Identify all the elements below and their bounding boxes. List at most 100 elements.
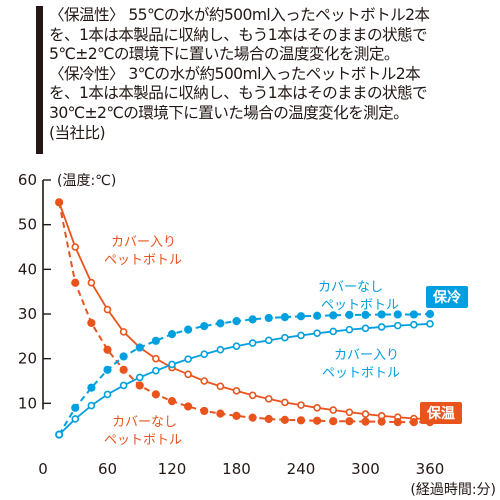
y-axis-title: (温度:℃) — [57, 173, 116, 189]
label-cold-covered-line-1: カバー入り — [334, 348, 399, 363]
data-point — [87, 383, 96, 392]
data-point — [297, 401, 305, 409]
label-cold-uncovered-line-2: ペットボトル — [321, 298, 399, 313]
data-point — [216, 409, 225, 418]
data-point — [410, 320, 418, 329]
data-point — [151, 390, 160, 399]
data-point — [425, 309, 435, 319]
description-line-7: (当社比) — [49, 123, 106, 142]
data-point — [103, 305, 112, 314]
description-line-6: 30℃±2℃の環境下に置いた場合の温度変化を測定。 — [49, 103, 409, 122]
data-point — [200, 406, 209, 416]
data-point — [200, 321, 209, 331]
label-hot-covered-line-2: ペットボトル — [104, 253, 182, 268]
data-point — [426, 320, 434, 328]
data-point — [377, 310, 386, 319]
data-point — [103, 365, 112, 374]
x-tick-label: 180 — [222, 460, 251, 478]
data-point — [313, 311, 322, 320]
data-point — [313, 329, 321, 338]
description-line-4: 〈保冷性〉 3℃の水が約500ml入ったペットボトル2本 — [49, 64, 421, 83]
y-tick-label: 10 — [18, 394, 37, 412]
data-point — [296, 416, 306, 425]
data-point — [297, 331, 305, 340]
data-point — [119, 365, 128, 374]
label-hot-uncovered-line-2: ペットボトル — [104, 433, 182, 448]
series-line-1 — [58, 202, 430, 424]
data-point — [264, 313, 273, 323]
description-line-1: 〈保温性〉 55℃の水が約500ml入ったペットボトル2本 — [49, 6, 430, 24]
badge-cold-label: 保冷 — [432, 289, 461, 306]
data-point — [119, 381, 128, 390]
data-point — [216, 345, 225, 354]
data-point — [248, 413, 257, 422]
data-point — [248, 391, 257, 400]
label-hot-covered-line-1: カバー入り — [111, 235, 176, 250]
data-point — [87, 401, 96, 410]
label-cold-covered-line-2: ペットボトル — [322, 366, 400, 381]
data-point — [361, 324, 370, 333]
x-tick-label: 360 — [416, 460, 445, 478]
data-point — [345, 408, 354, 417]
y-tick-label: 20 — [18, 350, 37, 368]
data-point — [329, 406, 338, 414]
data-point — [377, 417, 386, 426]
data-point — [119, 328, 128, 336]
description-line-3: 5℃±2℃の環境下に置いた場合の温度変化を測定。 — [49, 45, 399, 64]
data-point — [393, 321, 402, 330]
data-point — [361, 417, 370, 426]
data-point — [216, 319, 225, 328]
data-point — [232, 411, 241, 420]
data-point — [232, 317, 241, 326]
data-point — [296, 312, 306, 321]
data-point — [281, 398, 289, 407]
data-point — [393, 310, 402, 319]
data-point — [361, 310, 370, 319]
y-tick-label: 40 — [18, 260, 37, 278]
label-cold-uncovered-line-1: カバーなし — [318, 280, 383, 295]
data-point — [409, 417, 418, 427]
x-axis-title: (経過時間:分) — [410, 482, 496, 498]
data-point — [135, 381, 144, 390]
data-point — [264, 395, 273, 403]
data-point — [55, 430, 63, 439]
data-point — [103, 345, 112, 354]
data-point — [71, 278, 80, 287]
badge-hot: 保温 — [420, 402, 462, 424]
data-point — [87, 318, 96, 328]
data-point — [184, 402, 193, 411]
description-block: 〈保温性〉 55℃の水が約500ml入ったペットボトル2本 を、1本は本製品に収… — [36, 6, 496, 154]
x-tick-label: 300 — [351, 460, 380, 478]
data-point — [409, 310, 418, 319]
data-point — [152, 354, 160, 363]
data-point — [329, 327, 338, 336]
x-tick-label: 60 — [98, 460, 117, 478]
data-point — [280, 415, 289, 424]
data-point — [345, 310, 354, 319]
data-point — [87, 278, 96, 287]
badge-cold: 保冷 — [426, 286, 468, 308]
data-point — [329, 417, 338, 426]
data-point — [184, 370, 192, 379]
x-tick-label: 120 — [158, 460, 187, 478]
data-point — [313, 403, 321, 412]
data-point — [119, 352, 128, 361]
data-point — [280, 313, 289, 322]
data-point — [264, 414, 273, 424]
y-tick-label: 30 — [18, 305, 37, 323]
data-point — [345, 417, 354, 426]
data-point — [167, 397, 177, 406]
label-hot-uncovered-line-1: カバーなし — [112, 415, 177, 430]
x-tick-label: 240 — [287, 460, 316, 478]
data-point — [168, 360, 176, 369]
data-point — [184, 325, 193, 334]
data-point — [55, 198, 64, 207]
data-point — [71, 415, 80, 423]
data-point — [152, 366, 160, 375]
data-point — [216, 382, 225, 391]
data-point — [151, 336, 160, 345]
data-point — [135, 373, 144, 382]
y-tick-label: 60 — [18, 171, 37, 189]
data-point — [184, 355, 192, 363]
data-point — [393, 417, 402, 427]
